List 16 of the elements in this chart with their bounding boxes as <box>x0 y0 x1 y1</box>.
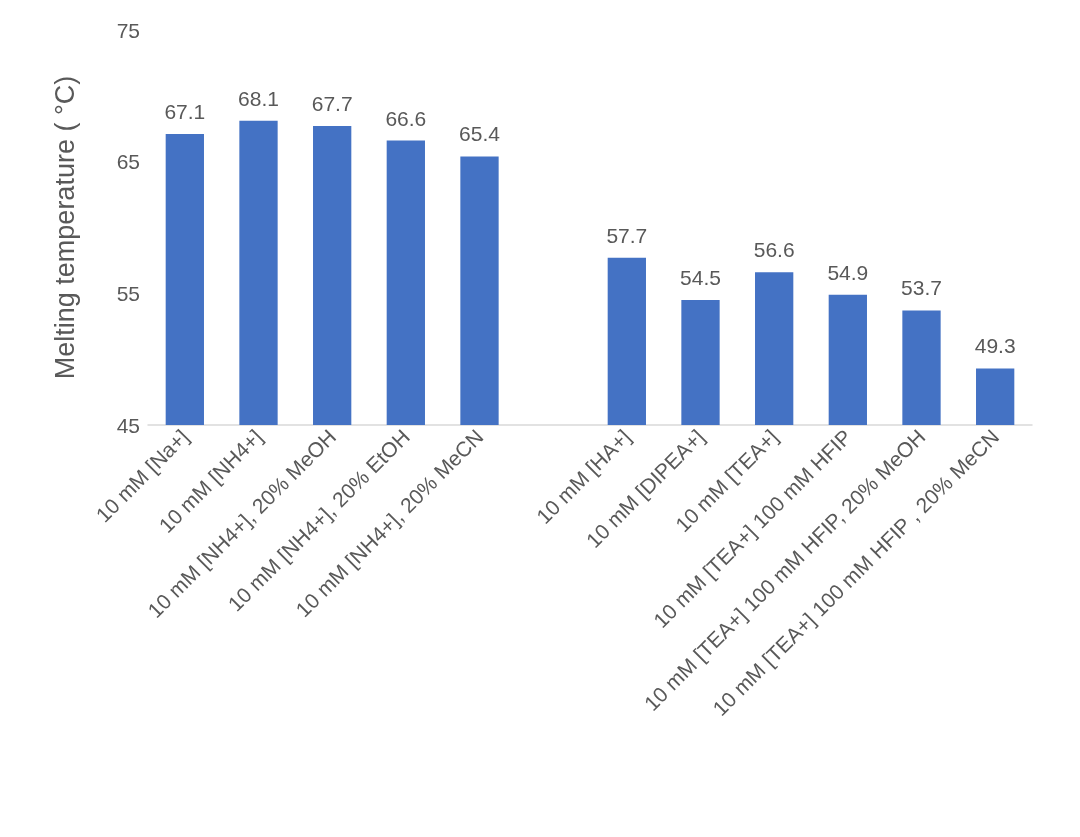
data-label: 54.5 <box>680 265 721 289</box>
data-label: 54.9 <box>827 260 869 284</box>
y-tick-label: 75 <box>116 18 140 42</box>
data-label: 57.7 <box>606 223 648 247</box>
y-tick-label: 45 <box>116 413 140 437</box>
y-axis-title: Melting temperature ( °C) <box>49 75 80 380</box>
data-label: 67.1 <box>164 100 206 124</box>
data-label: 53.7 <box>901 276 942 300</box>
data-label: 67.7 <box>311 92 353 116</box>
data-label: 68.1 <box>238 86 279 110</box>
y-tick-label: 55 <box>116 281 140 305</box>
y-tick-label: 65 <box>116 150 140 174</box>
data-label: 65.4 <box>459 122 501 146</box>
data-label: 49.3 <box>974 334 1016 358</box>
data-label: 56.6 <box>753 238 795 262</box>
data-label: 66.6 <box>385 106 427 130</box>
